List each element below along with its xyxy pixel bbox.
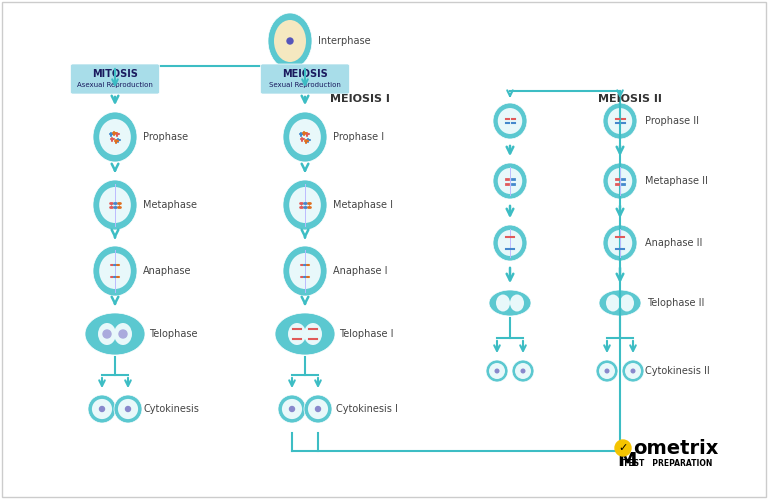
Ellipse shape (290, 253, 321, 289)
Ellipse shape (98, 323, 116, 345)
Text: Telophase I: Telophase I (339, 329, 393, 339)
Ellipse shape (625, 363, 641, 379)
Circle shape (100, 407, 104, 412)
Ellipse shape (606, 294, 620, 311)
FancyBboxPatch shape (260, 64, 349, 94)
Ellipse shape (512, 360, 534, 382)
Ellipse shape (607, 168, 632, 194)
Ellipse shape (603, 225, 637, 261)
Text: MEIOSIS I: MEIOSIS I (330, 94, 390, 104)
Text: Metaphase II: Metaphase II (645, 176, 708, 186)
Ellipse shape (93, 246, 137, 296)
Text: Sexual Reproduction: Sexual Reproduction (269, 82, 341, 88)
Ellipse shape (93, 112, 137, 162)
Ellipse shape (493, 225, 527, 261)
Text: Telophase II: Telophase II (647, 298, 704, 308)
Ellipse shape (278, 395, 306, 423)
Ellipse shape (275, 313, 335, 355)
Circle shape (631, 369, 635, 373)
Ellipse shape (498, 230, 522, 256)
FancyBboxPatch shape (71, 64, 160, 94)
Text: Anaphase II: Anaphase II (645, 238, 703, 248)
Ellipse shape (603, 103, 637, 139)
Ellipse shape (622, 360, 644, 382)
Text: MITOSIS: MITOSIS (92, 69, 138, 79)
Text: TEST   PREPARATION: TEST PREPARATION (623, 460, 713, 469)
Text: Cytokinesis II: Cytokinesis II (645, 366, 710, 376)
Ellipse shape (268, 13, 312, 69)
Text: MEIOSIS II: MEIOSIS II (598, 94, 662, 104)
Text: Cytokinesis I: Cytokinesis I (336, 404, 398, 414)
Circle shape (615, 440, 631, 456)
Text: Prophase I: Prophase I (333, 132, 384, 142)
Ellipse shape (283, 180, 327, 230)
Circle shape (125, 407, 131, 412)
Ellipse shape (99, 119, 131, 155)
Ellipse shape (88, 395, 116, 423)
Text: ✓: ✓ (618, 443, 627, 453)
Text: MEIOSIS: MEIOSIS (282, 69, 328, 79)
Ellipse shape (493, 163, 527, 199)
Ellipse shape (99, 253, 131, 289)
Ellipse shape (498, 168, 522, 194)
Ellipse shape (510, 294, 524, 311)
Ellipse shape (603, 163, 637, 199)
Circle shape (521, 369, 525, 373)
Circle shape (103, 330, 111, 338)
Circle shape (290, 407, 294, 412)
Circle shape (287, 38, 293, 44)
Text: M: M (617, 451, 637, 470)
Ellipse shape (283, 246, 327, 296)
Ellipse shape (304, 323, 322, 345)
Ellipse shape (283, 112, 327, 162)
Ellipse shape (304, 395, 332, 423)
Circle shape (119, 330, 127, 338)
Ellipse shape (493, 103, 527, 139)
Ellipse shape (496, 294, 510, 311)
Ellipse shape (288, 323, 306, 345)
Ellipse shape (486, 360, 508, 382)
Ellipse shape (489, 363, 505, 379)
Text: Anaphase: Anaphase (143, 266, 191, 276)
Text: Cytokinesis: Cytokinesis (144, 404, 200, 414)
Ellipse shape (85, 313, 145, 355)
Text: Metaphase: Metaphase (143, 200, 197, 210)
Ellipse shape (290, 187, 321, 223)
Circle shape (316, 407, 320, 412)
Ellipse shape (498, 108, 522, 134)
Ellipse shape (114, 323, 132, 345)
Ellipse shape (308, 399, 328, 419)
Ellipse shape (620, 294, 634, 311)
Ellipse shape (607, 230, 632, 256)
Text: Telophase: Telophase (149, 329, 197, 339)
Text: Metaphase I: Metaphase I (333, 200, 393, 210)
Ellipse shape (599, 363, 615, 379)
Text: Prophase: Prophase (143, 132, 188, 142)
Ellipse shape (92, 399, 112, 419)
Ellipse shape (118, 399, 138, 419)
Text: Asexual Reproduction: Asexual Reproduction (77, 82, 153, 88)
Ellipse shape (489, 290, 531, 316)
Ellipse shape (515, 363, 531, 379)
Ellipse shape (99, 187, 131, 223)
Text: ometrix: ometrix (633, 439, 718, 458)
Ellipse shape (599, 290, 641, 316)
Ellipse shape (93, 180, 137, 230)
Ellipse shape (114, 395, 142, 423)
Ellipse shape (607, 108, 632, 134)
Ellipse shape (274, 20, 306, 62)
Ellipse shape (596, 360, 618, 382)
Ellipse shape (290, 119, 321, 155)
Circle shape (605, 369, 609, 373)
Text: Anaphase I: Anaphase I (333, 266, 388, 276)
Text: Interphase: Interphase (318, 36, 371, 46)
Text: Prophase II: Prophase II (645, 116, 699, 126)
Circle shape (495, 369, 498, 373)
Ellipse shape (282, 399, 302, 419)
